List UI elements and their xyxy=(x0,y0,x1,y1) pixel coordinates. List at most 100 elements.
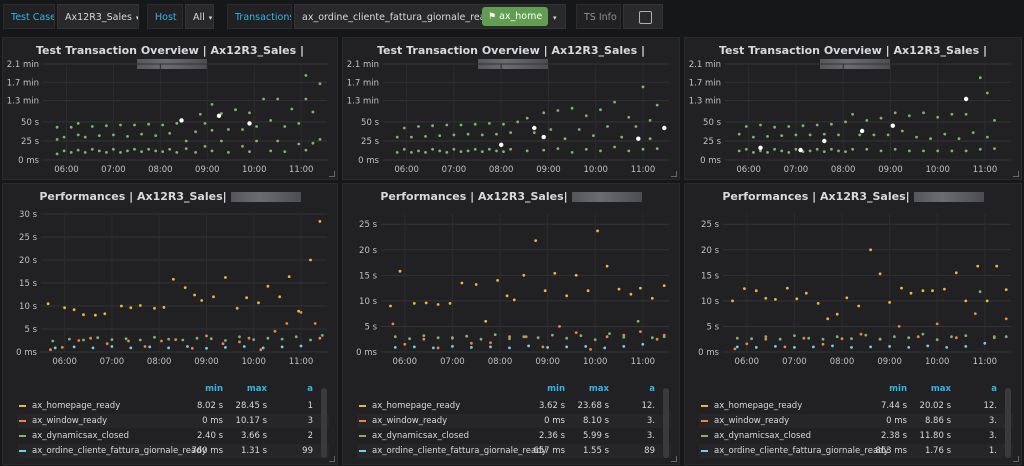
legend-header-avg[interactable]: a xyxy=(991,384,997,394)
legend-row[interactable]: ax_window_ready 0 ms 8.86 s 3. xyxy=(699,414,1013,428)
ts-info-checkbox[interactable] xyxy=(623,4,663,29)
data-point xyxy=(935,338,939,342)
legend-row[interactable]: ax_homepage_ready 8.02 s 28.45 s 1 xyxy=(17,399,329,413)
data-point xyxy=(754,289,758,293)
data-point xyxy=(299,344,303,348)
data-point xyxy=(266,284,270,288)
panel-resize-handle[interactable] xyxy=(329,171,335,177)
legend-row[interactable]: ax_ordine_cliente_fattura_giornale_ready… xyxy=(357,444,671,458)
data-point xyxy=(408,337,411,341)
redacted-host-name xyxy=(571,192,642,202)
data-point xyxy=(220,139,223,143)
test-case-dropdown[interactable]: Ax12R3_Sales ▾ xyxy=(57,4,139,29)
legend-avg-value: 99 xyxy=(302,446,313,456)
panel-resize-handle[interactable] xyxy=(671,171,677,177)
data-point xyxy=(532,131,536,134)
legend-row[interactable]: ax_homepage_ready 7.44 s 20.02 s 12. xyxy=(699,399,1013,413)
transactions-caret[interactable]: ▾ xyxy=(550,4,566,29)
data-point xyxy=(808,149,812,153)
data-point xyxy=(859,128,865,134)
data-point xyxy=(105,342,109,346)
data-point xyxy=(1004,317,1008,321)
test-case-value: Ax12R3_Sales xyxy=(65,12,132,23)
data-point xyxy=(313,322,317,325)
data-point xyxy=(869,345,872,349)
data-point xyxy=(154,149,158,153)
data-point xyxy=(985,299,989,303)
legend-header-min[interactable]: min xyxy=(547,384,565,394)
data-point xyxy=(650,336,654,340)
legend-row[interactable]: ax_dynamicsax_closed 2.40 s 3.66 s 2 xyxy=(17,429,329,443)
data-point xyxy=(745,342,749,346)
x-tick-label: 07:00 xyxy=(784,165,809,175)
data-point xyxy=(221,342,225,346)
legend-min-value: 2.40 s xyxy=(196,431,223,441)
panel-title[interactable]: Performances | Ax12R3_Sales| xyxy=(3,190,337,203)
legend-header-avg[interactable]: a xyxy=(307,384,313,394)
chart-canvas: 2.1 min 1.7 min 1.3 min 50 s 25 s 0 ms 06:00 07… xyxy=(347,60,669,175)
data-point xyxy=(565,294,569,298)
panel-resize-handle[interactable] xyxy=(671,456,677,462)
data-point xyxy=(318,138,322,141)
data-point xyxy=(605,335,609,339)
panel-resize-handle[interactable] xyxy=(1013,456,1019,462)
panel-title-text: Test Transaction Overview | Ax12R3_Sales… xyxy=(35,44,304,57)
legend-header-min[interactable]: min xyxy=(889,384,907,394)
data-point xyxy=(596,229,599,233)
panel-title-text: Performances | Ax12R3_Sales| xyxy=(39,190,227,203)
data-point xyxy=(76,133,80,137)
data-point xyxy=(438,134,442,137)
data-point xyxy=(436,303,440,306)
legend-max-value: 20.02 s xyxy=(919,401,951,411)
data-point xyxy=(620,135,624,139)
data-point xyxy=(798,147,803,153)
data-point xyxy=(893,111,897,115)
x-tick-label: 06:00 xyxy=(393,357,418,367)
legend-scrollbar[interactable] xyxy=(663,388,669,458)
data-point xyxy=(55,138,59,141)
legend-row[interactable]: ax_dynamicsax_closed 2.36 s 5.99 s 3. xyxy=(357,429,671,443)
panel-title[interactable]: Performances | Ax12R3_Sales| xyxy=(343,190,679,203)
data-point xyxy=(90,125,94,128)
template-variables-bar: Test Case Ax12R3_Sales▾ Host All▾ Transa… xyxy=(0,0,1024,34)
legend-row[interactable]: ax_homepage_ready 3.62 s 23.68 s 12. xyxy=(357,399,671,413)
legend-header-max[interactable]: max xyxy=(588,384,609,394)
data-point xyxy=(636,319,640,323)
data-point xyxy=(926,344,930,348)
legend-row[interactable]: ax_ordine_cliente_fattura_giornale_ready… xyxy=(699,444,1013,458)
data-point xyxy=(821,337,825,341)
data-point xyxy=(737,132,741,136)
host-dropdown[interactable]: All ▾ xyxy=(185,4,214,29)
data-point xyxy=(209,337,213,341)
data-point xyxy=(97,134,101,137)
legend-avg-value: 3. xyxy=(988,416,997,426)
legend-header-avg[interactable]: a xyxy=(649,384,655,394)
legend-row[interactable]: ax_ordine_cliente_fattura_giornale_ready… xyxy=(17,444,329,458)
data-point xyxy=(752,135,755,139)
legend-min-value: 8.02 s xyxy=(196,401,223,411)
legend-row[interactable]: ax_dynamicsax_closed 2.38 s 11.80 s 3. xyxy=(699,429,1013,443)
legend-avg-value: 3. xyxy=(646,431,655,441)
panel-resize-handle[interactable] xyxy=(1013,171,1019,177)
legend-scrollbar[interactable] xyxy=(1005,388,1011,458)
panel-resize-handle[interactable] xyxy=(329,456,335,462)
data-point xyxy=(242,345,246,348)
data-point xyxy=(921,332,925,336)
data-point xyxy=(138,338,142,342)
legend-scrollbar[interactable] xyxy=(321,388,327,458)
data-point xyxy=(641,342,645,346)
panel-title[interactable]: Performances | Ax12R3_Sales| xyxy=(685,190,1021,203)
data-point xyxy=(280,337,284,341)
legend-row[interactable]: ax_window_ready 0 ms 10.17 s 3 xyxy=(17,414,329,428)
legend-header-max[interactable]: max xyxy=(246,384,267,394)
legend-header-max[interactable]: max xyxy=(930,384,951,394)
legend-row[interactable]: ax_window_ready 0 ms 8.10 s 3. xyxy=(357,414,671,428)
data-point xyxy=(816,302,820,305)
host-label: Host xyxy=(147,4,183,29)
legend-header-min[interactable]: min xyxy=(205,384,223,394)
series-color-swatch xyxy=(359,405,366,407)
data-point xyxy=(432,346,435,350)
transaction-tag-chip[interactable]: ⚑ ax_home xyxy=(482,7,549,26)
data-point xyxy=(822,150,826,153)
legend-table: min max a ax_homepage_ready 8.02 s 28.45 s 1 ax… xyxy=(17,384,329,462)
